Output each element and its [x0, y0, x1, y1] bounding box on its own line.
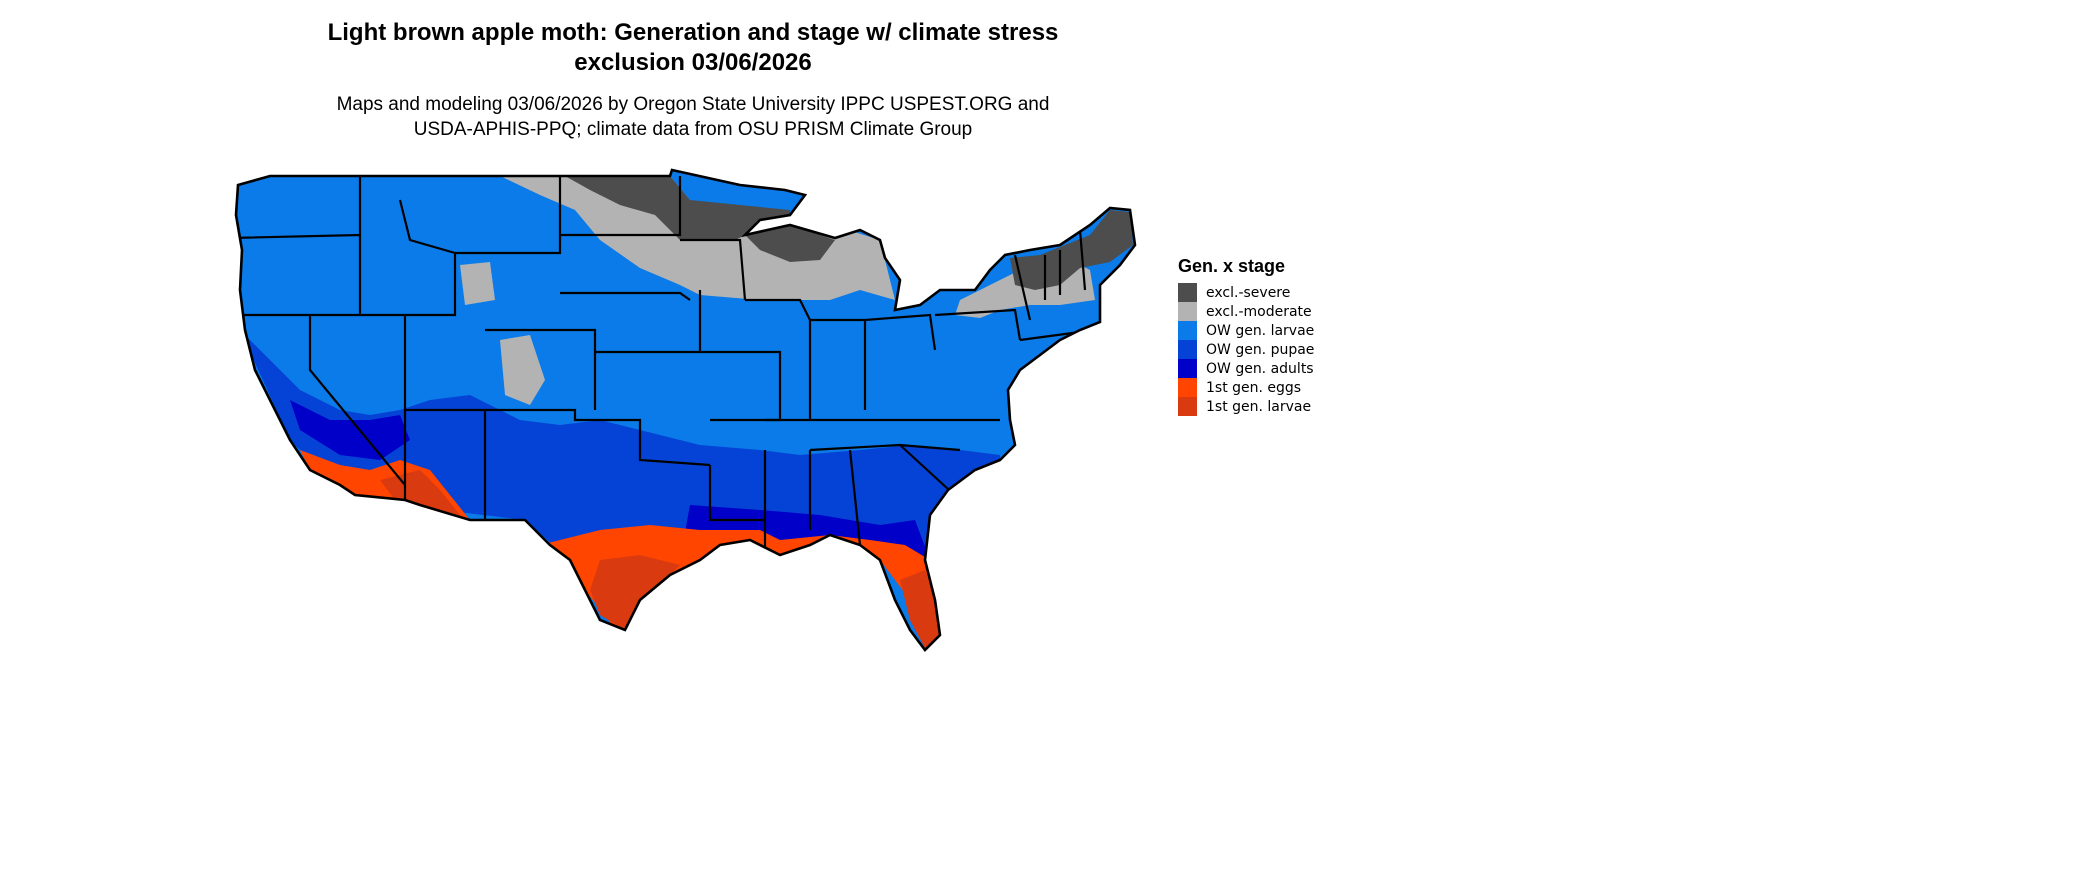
subtitle-line-1: Maps and modeling 03/06/2026 by Oregon S…	[336, 94, 1050, 115]
legend-swatch	[1178, 321, 1197, 340]
legend-item-ow-adults: OW gen. adults	[1178, 359, 1314, 378]
legend-label: 1st gen. larvae	[1206, 398, 1312, 415]
legend-item-1st-eggs: 1st gen. eggs	[1178, 378, 1314, 397]
map-title: Light brown apple moth: Generation and s…	[0, 18, 1386, 78]
map-subtitle: Maps and modeling 03/06/2026 by Oregon S…	[0, 92, 1386, 142]
legend-label: OW gen. pupae	[1206, 341, 1315, 358]
legend-swatch	[1178, 378, 1197, 397]
legend-swatch	[1178, 340, 1197, 359]
legend-item-ow-larvae: OW gen. larvae	[1178, 321, 1314, 340]
legend-swatch	[1178, 359, 1197, 378]
legend-label: excl.-severe	[1206, 284, 1291, 301]
legend: Gen. x stage excl.-severe excl.-moderate…	[1178, 255, 1314, 416]
title-line-2: exclusion 03/06/2026	[574, 49, 812, 76]
legend-item-excl-severe: excl.-severe	[1178, 283, 1314, 302]
subtitle-line-2: USDA-APHIS-PPQ; climate data from OSU PR…	[413, 119, 973, 140]
legend-swatch	[1178, 302, 1197, 321]
title-line-1: Light brown apple moth: Generation and s…	[327, 19, 1059, 46]
us-map	[234, 168, 1137, 652]
legend-swatch	[1178, 397, 1197, 416]
legend-item-excl-moderate: excl.-moderate	[1178, 302, 1314, 321]
legend-swatch	[1178, 283, 1197, 302]
legend-label: 1st gen. eggs	[1206, 379, 1302, 396]
legend-label: OW gen. larvae	[1206, 322, 1315, 339]
legend-label: OW gen. adults	[1206, 360, 1314, 377]
legend-item-1st-larvae: 1st gen. larvae	[1178, 397, 1314, 416]
legend-item-ow-pupae: OW gen. pupae	[1178, 340, 1314, 359]
legend-label: excl.-moderate	[1206, 303, 1312, 320]
legend-title: Gen. x stage	[1178, 256, 1286, 276]
